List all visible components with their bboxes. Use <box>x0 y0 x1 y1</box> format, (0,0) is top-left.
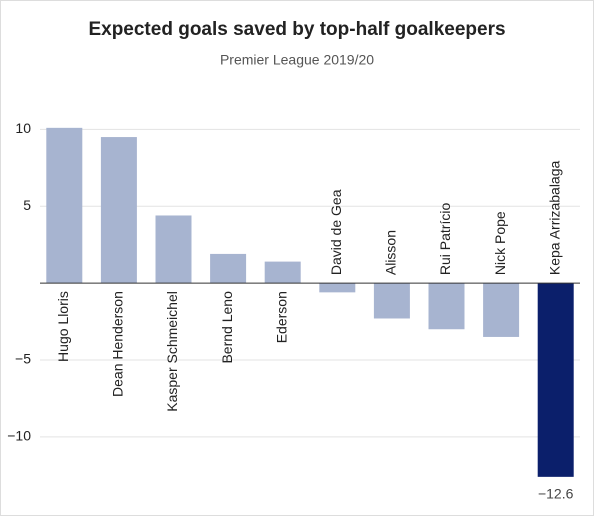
bar <box>46 127 83 284</box>
bar <box>537 283 574 477</box>
data-label: −12.6 <box>538 486 574 502</box>
x-tick-label: Kasper Schmeichel <box>164 291 180 412</box>
bar <box>483 283 520 337</box>
y-tick-label: 10 <box>15 120 31 136</box>
bar <box>319 283 356 293</box>
x-tick-label: Kepa Arrizabalaga <box>546 160 562 275</box>
x-tick-label: Hugo Lloris <box>55 291 71 362</box>
x-tick-label: Bernd Leno <box>219 291 235 364</box>
x-tick-label: Dean Henderson <box>110 291 126 397</box>
bar <box>155 215 192 284</box>
y-tick-label: 5 <box>23 197 31 213</box>
bar <box>100 137 137 284</box>
x-tick-label: David de Gea <box>328 189 344 275</box>
x-tick-label: Alisson <box>383 230 399 275</box>
chart-title: Expected goals saved by top-half goalkee… <box>88 19 505 40</box>
bar <box>210 253 247 284</box>
y-tick-label: −10 <box>7 428 31 444</box>
x-tick-label: Rui Patrício <box>437 203 453 276</box>
bar <box>264 261 301 284</box>
x-tick-label: Nick Pope <box>492 211 508 275</box>
bar <box>373 283 410 319</box>
chart-subtitle: Premier League 2019/20 <box>220 52 374 68</box>
bar <box>428 283 465 330</box>
y-tick-label: −5 <box>15 351 31 367</box>
x-tick-label: Ederson <box>273 291 289 343</box>
